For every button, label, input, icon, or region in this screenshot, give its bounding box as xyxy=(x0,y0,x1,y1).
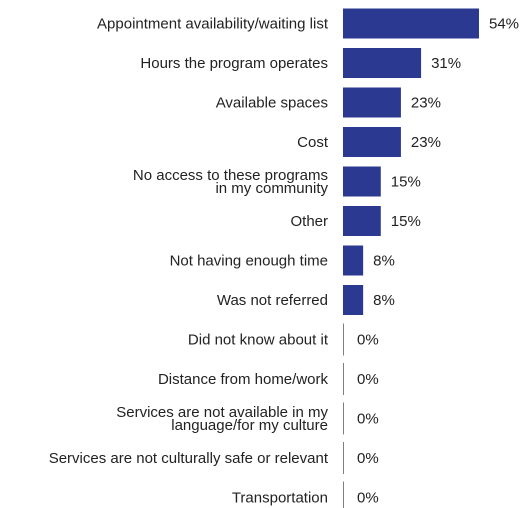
category-label-10: Services are not available in my language… xyxy=(116,404,328,434)
bar-1 xyxy=(343,48,422,78)
category-label-12: Transportation xyxy=(232,490,328,507)
category-label-5: Other xyxy=(290,213,328,230)
bar-4 xyxy=(343,166,381,197)
value-label-5: 15% xyxy=(391,213,421,230)
category-label-0: Appointment availability/waiting list xyxy=(97,16,329,33)
category-label-4: No access to these programs in my communi… xyxy=(133,167,329,197)
value-label-2: 23% xyxy=(411,95,441,112)
category-label-7: Was not referred xyxy=(217,292,328,309)
value-label-3: 23% xyxy=(411,134,441,151)
category-labels: Appointment availability/waiting list Hou… xyxy=(49,16,329,507)
category-label-6: Not having enough time xyxy=(170,253,328,270)
category-label-11: Services are not culturally safe or rele… xyxy=(49,450,329,467)
bar-0 xyxy=(343,8,479,39)
value-label-10: 0% xyxy=(357,411,379,428)
value-label-12: 0% xyxy=(357,490,379,507)
value-label-11: 0% xyxy=(357,450,379,467)
bar-7 xyxy=(343,285,364,315)
value-label-0: 54% xyxy=(489,16,519,33)
bar-2 xyxy=(343,87,401,118)
category-label-2: Available spaces xyxy=(216,95,328,112)
value-label-4: 15% xyxy=(391,174,421,191)
category-label-8: Did not know about it xyxy=(188,332,329,349)
bar-6 xyxy=(343,245,364,276)
value-label-6: 8% xyxy=(373,253,395,270)
value-label-9: 0% xyxy=(357,371,379,388)
category-label-3: Cost xyxy=(297,134,329,151)
value-label-7: 8% xyxy=(373,292,395,309)
bars-layer xyxy=(343,8,479,315)
bar-5 xyxy=(343,206,381,236)
category-label-1: Hours the program operates xyxy=(140,55,328,72)
value-label-8: 0% xyxy=(357,332,379,349)
category-label-9: Distance from home/work xyxy=(158,371,329,388)
value-label-1: 31% xyxy=(431,55,461,72)
bar-3 xyxy=(343,127,401,157)
value-labels: 54% 31% 23% 23% 15% 15% 8% 8% 0% 0% 0% 0% 0% xyxy=(357,16,519,507)
